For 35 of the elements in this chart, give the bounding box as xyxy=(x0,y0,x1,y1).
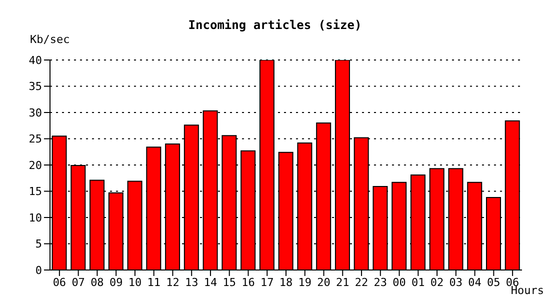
y-tick-label: 5 xyxy=(35,238,42,251)
x-tick-label: 09 xyxy=(109,276,123,289)
y-tick-label: 10 xyxy=(28,211,42,224)
x-tick-label: 14 xyxy=(204,276,218,289)
y-tick-label: 40 xyxy=(28,54,42,67)
x-tick-label: 07 xyxy=(72,276,85,289)
y-tick-label: 15 xyxy=(28,185,42,198)
y-tick-label: 20 xyxy=(28,158,42,172)
y-tick-label: 25 xyxy=(28,132,42,146)
x-tick-label: 02 xyxy=(430,276,444,289)
y-axis-title: Kb/sec xyxy=(30,33,70,46)
x-tick-label: 04 xyxy=(468,276,482,289)
x-tick-label: 05 xyxy=(487,276,500,289)
x-tick-label: 06 xyxy=(52,276,66,289)
x-tick-label: 12 xyxy=(166,276,180,289)
x-tick-label: 23 xyxy=(374,276,388,289)
chart-title: Incoming articles (size) xyxy=(187,18,363,32)
x-tick-label: 01 xyxy=(412,276,425,289)
x-tick-label: 19 xyxy=(298,276,312,289)
x-tick-label: 22 xyxy=(354,276,368,289)
x-tick-label: 20 xyxy=(317,276,330,289)
x-tick-label: 16 xyxy=(242,276,255,289)
x-tick-label: 17 xyxy=(260,276,274,289)
x-tick-label: 03 xyxy=(449,276,463,289)
x-tick-label: 13 xyxy=(184,276,198,289)
x-tick-label: 00 xyxy=(392,276,406,289)
y-tick-label: 30 xyxy=(28,106,42,120)
x-tick-label: 15 xyxy=(222,276,236,289)
y-tick-label: 0 xyxy=(35,264,42,277)
x-tick-label: 21 xyxy=(336,276,350,289)
x-tick-label: 11 xyxy=(147,276,160,289)
x-tick-label: 10 xyxy=(128,276,142,289)
y-tick-label: 35 xyxy=(28,80,42,94)
x-tick-label: 08 xyxy=(90,276,104,289)
x-tick-label: 18 xyxy=(279,276,293,289)
